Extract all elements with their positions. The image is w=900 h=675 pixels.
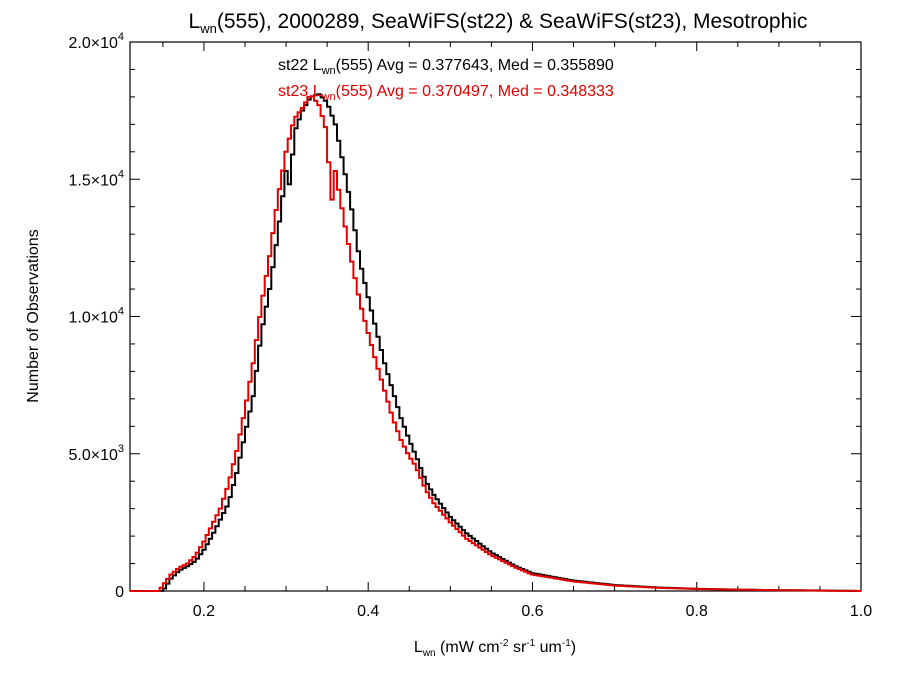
- xlabel-exp2: -1: [526, 638, 535, 649]
- xlabel-exp3: -1: [562, 638, 571, 649]
- annotation-st23-rest: (555) Avg = 0.370497, Med = 0.348333: [336, 83, 614, 100]
- annotation-st22-rest: (555) Avg = 0.377643, Med = 0.355890: [336, 57, 614, 74]
- title-L: L: [189, 10, 201, 33]
- x-tick-label: 0.4: [357, 603, 379, 620]
- y-tick-label: 0: [115, 584, 124, 601]
- annotation-st22-sub: wn: [321, 65, 336, 77]
- annotation-st23-sub: wn: [321, 91, 336, 103]
- y-tick-label: 2.0×104: [68, 31, 124, 52]
- y-axis-label: Number of Observations: [25, 229, 42, 402]
- x-tick-label: 0.8: [686, 603, 708, 620]
- title-rest: (555), 2000289, SeaWiFS(st22) & SeaWiFS(…: [217, 10, 808, 33]
- xlabel-L: L: [414, 639, 423, 656]
- series-st22-line: [130, 93, 861, 592]
- xlabel-units-c: um: [535, 639, 562, 656]
- annotation-st22-prefix: st22 L: [278, 57, 322, 74]
- y-tick-label: 1.0×104: [68, 306, 124, 327]
- x-tick-label: 0.6: [521, 603, 543, 620]
- xlabel-exp1: -2: [500, 638, 509, 649]
- y-tick-label: 5.0×103: [68, 443, 124, 464]
- xlabel-units-d: ): [571, 639, 576, 656]
- y-axis: 0 5.0×103 1.0×104 1.5×104 2.0×104: [68, 31, 861, 601]
- xlabel-units-b: sr: [509, 639, 527, 656]
- annotation-st22: st22 Lwn(555) Avg = 0.377643, Med = 0.35…: [278, 57, 614, 77]
- xlabel-units-a: (mW cm: [436, 639, 500, 656]
- title-sub: wn: [199, 21, 217, 36]
- x-axis-label: Lwn (mW cm-2 sr-1 um-1): [414, 638, 576, 659]
- annotation-st23: st23 Lwn(555) Avg = 0.370497, Med = 0.34…: [278, 83, 614, 103]
- x-tick-label: 1.0: [850, 603, 872, 620]
- y-tick-label: 1.5×104: [68, 168, 124, 189]
- series-layer: [130, 93, 861, 592]
- x-tick-label: 0.2: [193, 603, 215, 620]
- plot-frame: [129, 41, 862, 592]
- x-axis: 0.2 0.4 0.6 0.8 1.0: [162, 42, 872, 620]
- annotation-st23-prefix: st23 L: [278, 83, 322, 100]
- series-st23-line: [130, 95, 861, 592]
- xlabel-sub: wn: [422, 648, 436, 659]
- chart-title: Lwn(555), 2000289, SeaWiFS(st22) & SeaWi…: [189, 10, 808, 36]
